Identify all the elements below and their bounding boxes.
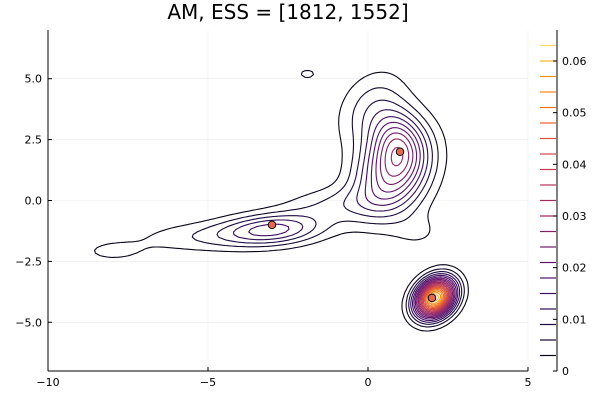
data-point [427, 293, 437, 303]
contour-level-7 [379, 132, 455, 317]
y-tick-label: 2.5 [25, 134, 43, 147]
contour-level-6 [375, 127, 456, 319]
points-layer [267, 147, 437, 303]
data-point [267, 220, 277, 230]
x-tick-label: −5 [200, 376, 216, 389]
y-tick-label: 0.0 [25, 195, 43, 208]
contour-level-13 [422, 285, 448, 311]
colorbar-tick-label: 0.01 [562, 313, 587, 326]
x-tick-label: 5 [525, 376, 532, 389]
grid-layer [47, 30, 529, 371]
colorbar-tick-label: 0.02 [562, 262, 587, 275]
colorbar-tick-label: 0.05 [562, 107, 587, 120]
contour-level-2 [216, 99, 463, 325]
contour-level-4 [248, 116, 459, 322]
contour-level-9 [390, 146, 452, 315]
contour-level-12 [421, 284, 449, 312]
contour-level-5 [370, 121, 457, 320]
data-point [395, 147, 405, 157]
y-tick-label: 5.0 [25, 73, 43, 86]
contour-level-10 [419, 282, 451, 314]
x-tick-label: −10 [36, 376, 59, 389]
colorbar: 0 0.01 0.02 0.03 0.04 0.05 0.06 [540, 30, 587, 378]
colorbar-tick-label: 0 [562, 365, 569, 378]
axes-layer: −10 −5 0 5 −5.0 −2.5 0.0 2.5 5.0 [15, 30, 532, 389]
contour-level-3 [232, 109, 461, 323]
x-tick-label: 0 [365, 376, 372, 389]
colorbar-tick-label: 0.03 [562, 210, 587, 223]
chart-title: AM, ESS = [1812, 1552] [167, 0, 408, 24]
colorbar-tick-label: 0.04 [562, 158, 587, 171]
contour-level-0 [94, 69, 469, 332]
y-tick-label: −2.5 [15, 255, 42, 268]
colorbar-tick-label: 0.06 [562, 55, 587, 68]
contour-level-15 [425, 287, 446, 308]
contour-level-11 [420, 283, 450, 313]
contour-level-14 [423, 286, 447, 310]
contour-level-16 [426, 289, 445, 307]
contour-layer [94, 69, 469, 332]
contour-level-1 [191, 87, 465, 328]
contour-level-8 [384, 138, 454, 316]
y-tick-label: −5.0 [15, 316, 42, 329]
